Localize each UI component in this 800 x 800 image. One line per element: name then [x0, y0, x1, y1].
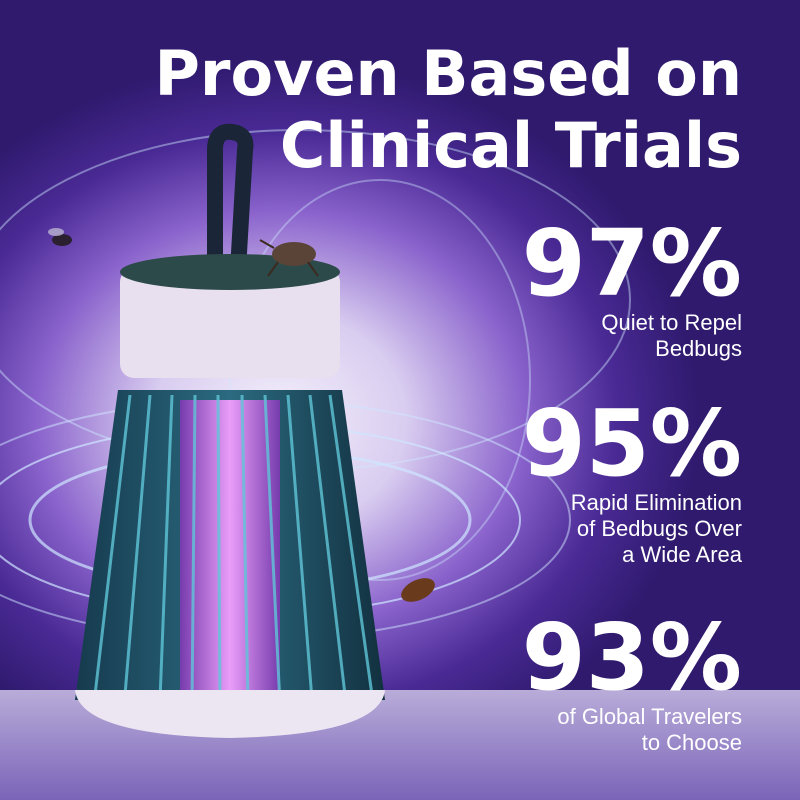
stat-desc-line: of Global Travelers	[557, 704, 742, 729]
stat-value: 95%	[521, 390, 742, 497]
stat-rapid-elimination: 95% Rapid Elimination of Bedbugs Over a …	[522, 398, 742, 568]
bedbug-icon	[259, 239, 319, 277]
stat-desc-line: to Choose	[641, 730, 742, 755]
hanging-strap	[207, 123, 254, 271]
stat-quiet-repel: 97% Quiet to Repel Bedbugs	[522, 218, 742, 362]
headline-line-2: Clinical Trials	[279, 109, 742, 182]
headline-line-1: Proven Based on	[154, 37, 742, 110]
stat-global-travelers: 93% of Global Travelers to Choose	[522, 612, 742, 756]
stat-desc-line: a Wide Area	[622, 542, 742, 567]
stat-desc-line: Quiet to Repel	[601, 310, 742, 335]
stat-value: 97%	[521, 210, 742, 317]
stat-desc-line: of Bedbugs Over	[576, 516, 742, 541]
fly-icon	[48, 228, 72, 246]
headline: Proven Based on Clinical Trials	[154, 38, 742, 182]
stat-desc-line: Rapid Elimination	[570, 490, 742, 515]
stat-desc-line: Bedbugs	[655, 336, 742, 361]
stat-value: 93%	[521, 604, 742, 711]
cockroach-icon	[401, 578, 435, 602]
